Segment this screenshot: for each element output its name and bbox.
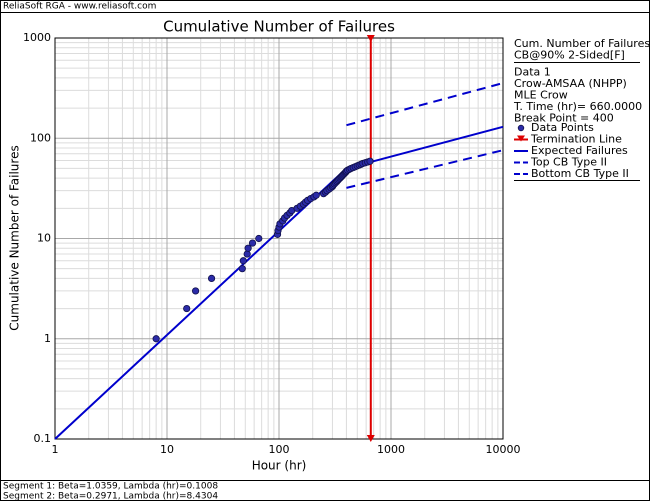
line-series (346, 82, 504, 127)
legend-header: Data 1 (514, 66, 551, 79)
legend-header: CB@90% 2-Sided[F] (514, 49, 625, 62)
footer-line: Segment 2: Beta=0.2971, Lambda (hr)=8.43… (3, 492, 218, 501)
data-point (243, 250, 251, 258)
plot-border (54, 37, 504, 440)
legend-header: MLE Crow (514, 89, 568, 102)
legend-header: Break Point = 400 (514, 112, 614, 125)
legend-icon (517, 135, 525, 142)
footer-line: Segment 1: Beta=1.0359, Lambda (hr)=0.10… (3, 482, 218, 492)
data-point (248, 239, 257, 247)
y-tick-label: 100 (30, 131, 51, 144)
x-axis-label: Hour (hr) (252, 459, 307, 473)
y-axis-label: Cumulative Number of Failures (8, 145, 22, 330)
legend-header: Crow-AMSAA (NHPP) (514, 77, 627, 90)
legend-header: T. Time (hr)= 660.0000 (513, 100, 642, 113)
x-tick-label: 1000 (377, 443, 405, 456)
legend-label: Bottom CB Type II (531, 167, 629, 180)
line-series (346, 149, 504, 189)
data-point (255, 234, 263, 243)
x-tick-label: 10 (160, 443, 174, 456)
data-point (239, 257, 247, 265)
termination-marker (366, 435, 375, 442)
data-point (238, 265, 246, 273)
y-tick-label: 10 (37, 232, 51, 245)
x-tick-label: 100 (269, 443, 290, 456)
data-point (312, 191, 320, 199)
chart-title: Cumulative Number of Failures (163, 18, 395, 36)
x-tick-label: 10000 (486, 443, 521, 456)
legend-label: Data Points (531, 121, 594, 134)
data-point (366, 157, 374, 165)
legend-label: Expected Failures (531, 144, 628, 157)
data-point (244, 244, 252, 252)
data-point (207, 274, 216, 282)
legend-label: Termination Line (530, 133, 622, 146)
y-tick-label: 0.1 (34, 432, 52, 445)
data-point (183, 304, 191, 313)
y-tick-label: 1000 (23, 31, 51, 44)
legend-icon (517, 124, 525, 132)
legend-header: Cum. Number of Failures (514, 37, 650, 50)
legend-label: Top CB Type II (530, 156, 607, 169)
termination-marker (366, 35, 375, 42)
x-tick-label: 1 (52, 443, 59, 456)
y-tick-label: 1 (44, 332, 51, 345)
data-point (191, 287, 200, 295)
data-point (152, 335, 160, 343)
header: ReliaSoft RGA - www.reliasoft.com (3, 2, 156, 12)
